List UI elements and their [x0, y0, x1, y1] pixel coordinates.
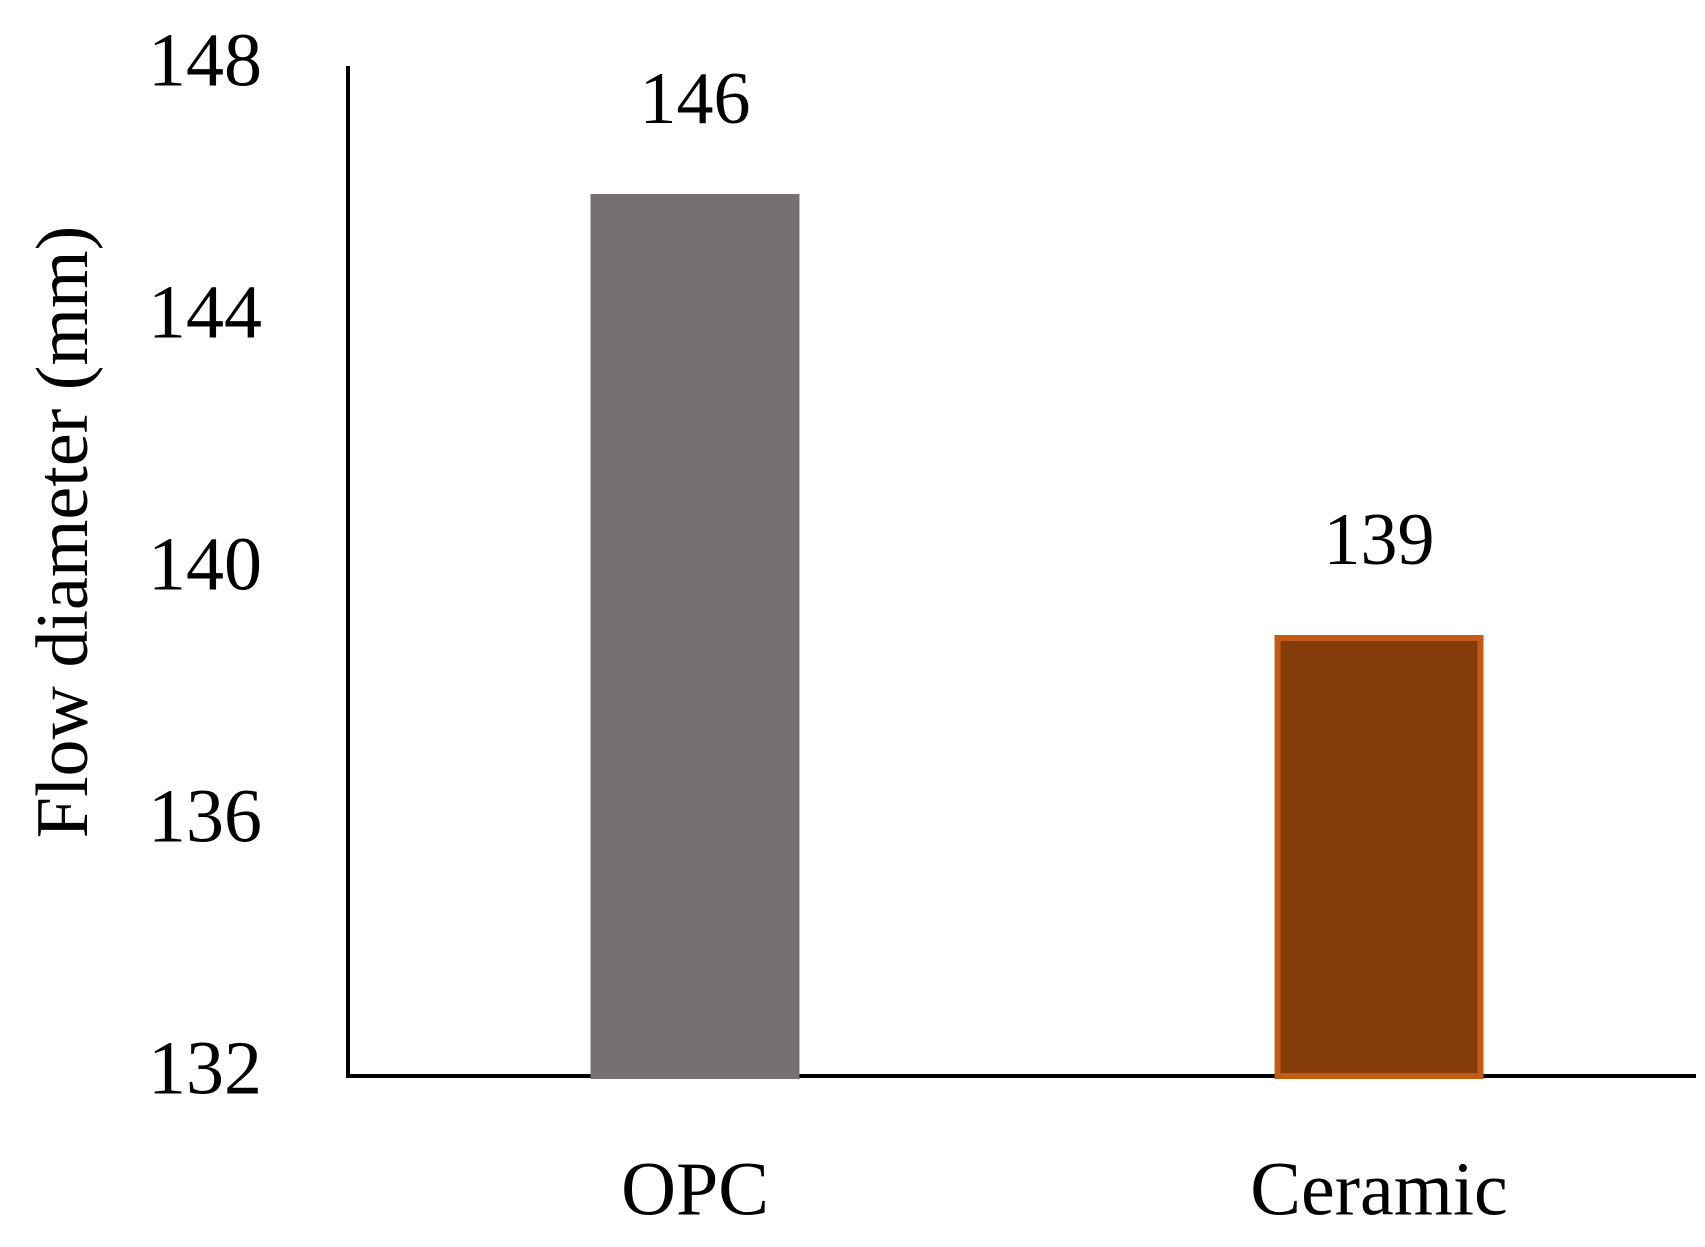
x-tick-label: OPC [621, 1147, 769, 1231]
y-tick-label: 148 [148, 18, 262, 102]
y-tick-label: 144 [148, 270, 262, 354]
y-tick-label: 136 [148, 774, 262, 858]
value-label: 146 [640, 58, 751, 140]
bar [1274, 635, 1484, 1079]
value-label: 139 [1324, 499, 1435, 581]
y-tick-label: 140 [148, 522, 262, 606]
y-axis-label: Flow diameter (mm) [22, 226, 104, 838]
y-tick-label: 132 [148, 1026, 262, 1110]
bar [590, 194, 800, 1079]
x-tick-label: Ceramic [1250, 1147, 1507, 1231]
